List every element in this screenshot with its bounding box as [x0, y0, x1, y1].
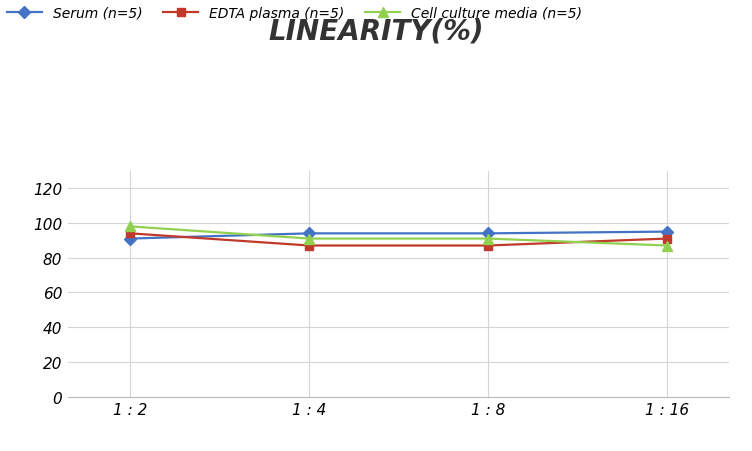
Cell culture media (n=5): [126, 224, 135, 230]
Serum (n=5): [126, 236, 135, 242]
EDTA plasma (n=5): [484, 243, 493, 249]
Line: Serum (n=5): Serum (n=5): [126, 228, 671, 243]
Line: Cell culture media (n=5): Cell culture media (n=5): [126, 222, 672, 251]
Cell culture media (n=5): [484, 236, 493, 242]
EDTA plasma (n=5): [305, 243, 314, 249]
Line: EDTA plasma (n=5): EDTA plasma (n=5): [126, 230, 671, 250]
Cell culture media (n=5): [663, 243, 672, 249]
Serum (n=5): [305, 231, 314, 236]
Serum (n=5): [663, 230, 672, 235]
Legend: Serum (n=5), EDTA plasma (n=5), Cell culture media (n=5): Serum (n=5), EDTA plasma (n=5), Cell cul…: [7, 7, 582, 21]
EDTA plasma (n=5): [663, 236, 672, 242]
EDTA plasma (n=5): [126, 231, 135, 236]
Cell culture media (n=5): [305, 236, 314, 242]
Text: LINEARITY(%): LINEARITY(%): [268, 18, 484, 46]
Serum (n=5): [484, 231, 493, 236]
